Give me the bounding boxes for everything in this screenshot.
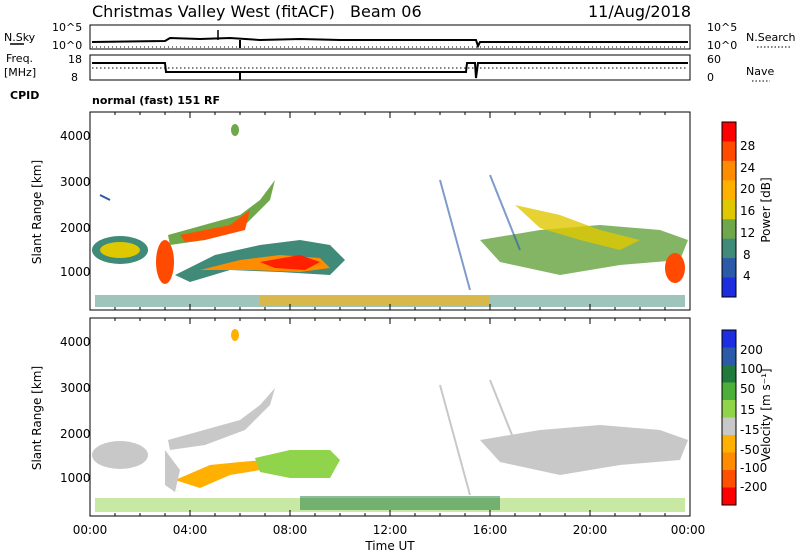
velocity-cb-tick-6: -100 <box>740 461 767 475</box>
freq-panel: Freq. [MHz] 18 8 60 0 Nave CPID normal (… <box>4 52 774 107</box>
beam-label: Beam 06 <box>350 2 422 21</box>
date-label: 11/Aug/2018 <box>588 2 691 21</box>
velocity-ytick-3: 1000 <box>60 471 91 485</box>
power-cb-swatch <box>722 180 736 201</box>
power-panel: 4000 3000 2000 1000 Slant Range [km] <box>30 111 691 311</box>
nsky-tick-top: 10^5 <box>52 21 82 34</box>
cpid-label: CPID <box>10 89 39 102</box>
freq-label-2: [MHz] <box>4 66 36 79</box>
velocity-cb-swatch <box>722 365 736 383</box>
power-ytick-0: 4000 <box>60 129 91 143</box>
velocity-cb-swatch <box>722 400 736 418</box>
freq-tick-top: 18 <box>68 53 82 66</box>
velocity-cb-swatch <box>722 487 736 506</box>
velocity-panel: 4000 3000 2000 1000 Slant Range [km] <box>30 317 691 517</box>
nave-tick-bottom: 0 <box>707 71 714 84</box>
power-cb-tick-5: 8 <box>743 248 751 262</box>
power-cb-swatch <box>722 122 736 142</box>
time-axis: 00:00 04:00 08:00 12:00 16:00 20:00 00:0… <box>73 523 706 553</box>
velocity-cb-swatch <box>722 347 736 366</box>
nsky-trace <box>91 36 688 49</box>
power-cb-swatch <box>722 160 736 181</box>
power-cb-swatch <box>722 219 736 240</box>
power-ylabel: Slant Range [km] <box>30 160 44 264</box>
power-cb-swatch <box>722 141 736 162</box>
velocity-cb-tick-4: -15 <box>740 423 760 437</box>
nsearch-tick-bottom: 10^0 <box>707 39 737 52</box>
velocity-cb-swatch <box>722 417 736 436</box>
freq-trace <box>92 62 688 79</box>
velocity-cb-label: Velocity [m s⁻¹] <box>759 368 773 461</box>
freq-label-1: Freq. <box>6 52 33 65</box>
power-cb-tick-6: 4 <box>743 269 751 283</box>
velocity-cb-swatch <box>722 435 736 453</box>
velocity-ytick-0: 4000 <box>60 335 91 349</box>
power-cb-tick-2: 20 <box>740 182 755 196</box>
velocity-colorbar: 200 100 50 15 -15 -50 -100 -200 Velocity… <box>721 329 773 506</box>
nsky-label: N.Sky <box>4 31 36 44</box>
power-cb-tick-3: 16 <box>740 204 755 218</box>
velocity-cb-tick-5: -50 <box>740 443 760 457</box>
velocity-cb-tick-3: 15 <box>740 403 755 417</box>
velocity-ytick-2: 2000 <box>60 427 91 441</box>
nsky-panel: N.Sky 10^5 10^0 10^5 10^0 N.Search <box>4 21 796 52</box>
velocity-cb-swatch <box>722 382 736 401</box>
nave-label: Nave <box>746 65 774 78</box>
power-ytick-1: 3000 <box>60 175 91 189</box>
nsky-tick-bottom: 10^0 <box>52 39 82 52</box>
station-title: Christmas Valley West (fitACF) <box>92 2 335 21</box>
xtick-5: 20:00 <box>573 523 608 537</box>
power-heatmap <box>92 124 688 307</box>
velocity-cb-tick-2: 50 <box>740 382 755 396</box>
cpid-text: normal (fast) 151 RF <box>92 94 220 107</box>
xtick-6: 00:00 <box>671 523 706 537</box>
velocity-heatmap <box>92 329 688 512</box>
power-cb-swatch <box>722 258 736 279</box>
velocity-cb-swatch <box>722 330 736 348</box>
velocity-cb-swatch <box>722 470 736 488</box>
power-cb-swatch <box>722 277 736 298</box>
nsearch-label: N.Search <box>746 31 796 44</box>
axis-ticks <box>89 112 691 516</box>
power-ytick-2: 2000 <box>60 221 91 235</box>
xlabel: Time UT <box>364 539 415 553</box>
power-cb-tick-1: 24 <box>740 161 755 175</box>
power-cb-label: Power [dB] <box>759 177 773 242</box>
xtick-1: 04:00 <box>173 523 208 537</box>
velocity-ytick-1: 3000 <box>60 381 91 395</box>
velocity-cb-tick-1: 100 <box>740 362 763 376</box>
xtick-2: 08:00 <box>273 523 308 537</box>
velocity-cb-swatch <box>722 452 736 471</box>
power-ytick-3: 1000 <box>60 265 91 279</box>
nave-tick-top: 60 <box>707 53 721 66</box>
xtick-0: 00:00 <box>73 523 108 537</box>
power-cb-tick-4: 12 <box>740 226 755 240</box>
velocity-cb-tick-0: 200 <box>740 343 763 357</box>
power-cb-swatch <box>722 238 736 259</box>
nsearch-tick-top: 10^5 <box>707 21 737 34</box>
velocity-ylabel: Slant Range [km] <box>30 366 44 470</box>
power-cb-swatch <box>722 199 736 220</box>
freq-tick-bottom: 8 <box>71 71 78 84</box>
xtick-3: 12:00 <box>373 523 408 537</box>
power-colorbar: 28 24 20 16 12 8 4 Power [dB] <box>721 121 773 298</box>
power-cb-tick-0: 28 <box>740 139 755 153</box>
xtick-4: 16:00 <box>473 523 508 537</box>
velocity-cb-tick-7: -200 <box>740 480 767 494</box>
